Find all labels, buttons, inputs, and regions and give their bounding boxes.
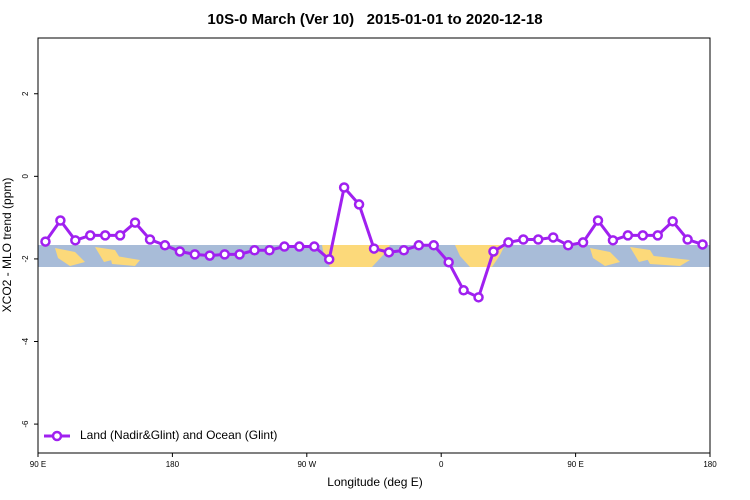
data-point <box>85 230 96 241</box>
data-point <box>129 217 141 228</box>
data-point <box>383 247 395 258</box>
data-point <box>488 246 499 257</box>
data-point <box>547 232 559 243</box>
x-tick-label: 0 <box>439 460 444 469</box>
data-point <box>637 230 649 241</box>
data-point <box>368 243 380 254</box>
data-point <box>264 244 275 256</box>
data-point <box>398 244 410 256</box>
data-point <box>338 182 350 193</box>
data-point <box>473 292 484 303</box>
data-point <box>144 234 156 245</box>
data-point <box>70 235 81 246</box>
data-point <box>219 249 230 260</box>
data-point <box>518 234 529 245</box>
data-point <box>458 285 469 296</box>
data-point <box>697 239 708 250</box>
data-point <box>309 241 320 252</box>
x-tick-label: 90 W <box>297 460 316 469</box>
chart-title: 10S-0 March (Ver 10) 2015-01-01 to 2020-… <box>207 11 542 28</box>
x-tick-label: 180 <box>166 460 180 469</box>
data-point <box>413 240 425 251</box>
data-point <box>159 240 171 251</box>
data-point <box>443 256 454 268</box>
data-point <box>592 215 604 226</box>
data-point <box>174 246 186 257</box>
data-point <box>607 235 619 246</box>
data-point <box>114 230 126 241</box>
data-point <box>503 237 514 248</box>
x-tick-label: 180 <box>703 460 717 469</box>
y-tick-label: -4 <box>21 337 30 345</box>
map-strip <box>38 245 710 267</box>
y-tick-label: 0 <box>21 174 30 179</box>
data-point <box>323 254 335 265</box>
x-axis-label: Longitude (deg E) <box>327 475 422 489</box>
data-point <box>279 241 290 252</box>
legend-marker <box>51 430 63 442</box>
data-point <box>204 250 215 261</box>
legend-label: Land (Nadir&Glint) and Ocean (Glint) <box>80 428 277 442</box>
x-tick-label: 90 E <box>30 460 46 469</box>
y-axis-label: XCO2 - MLO trend (ppm) <box>0 178 14 313</box>
y-tick-label: 2 <box>21 91 30 96</box>
data-point <box>667 216 678 227</box>
data-point <box>294 241 305 252</box>
data-point <box>682 234 693 245</box>
y-tick-label: -6 <box>21 420 30 428</box>
data-point <box>533 234 544 245</box>
data-point <box>577 237 589 248</box>
data-point <box>189 249 201 260</box>
data-point <box>652 230 663 241</box>
data-point <box>234 249 245 260</box>
y-tick-label: -2 <box>21 255 30 263</box>
data-point <box>428 240 439 251</box>
series-line <box>44 184 704 300</box>
data-point <box>40 236 51 247</box>
data-point <box>622 230 634 241</box>
data-point <box>353 199 365 210</box>
data-point <box>99 230 111 241</box>
x-tick-label: 90 E <box>567 460 583 469</box>
data-point <box>562 240 574 251</box>
plot-frame <box>37 37 711 454</box>
data-point <box>249 244 260 256</box>
data-point <box>55 215 66 226</box>
